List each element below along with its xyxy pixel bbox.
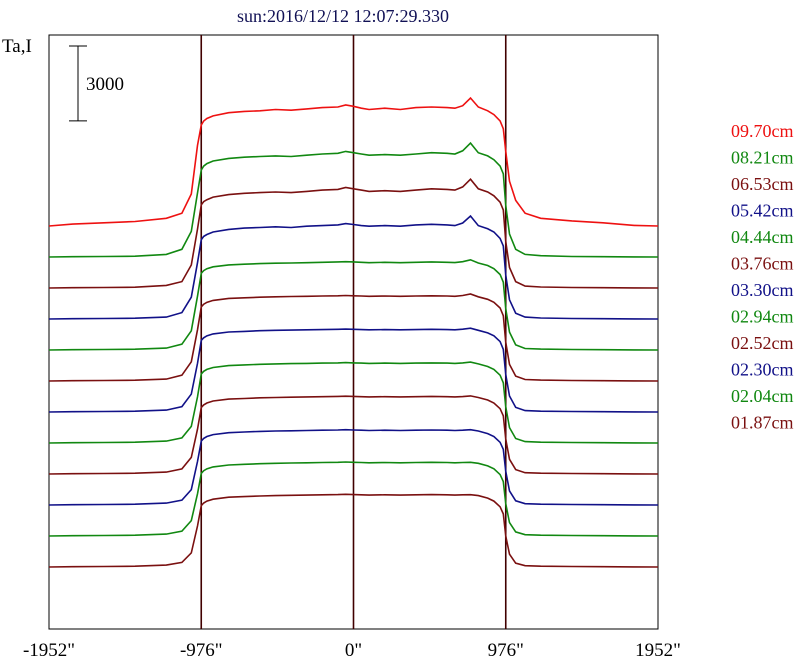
x-tick-label: 1952" — [635, 640, 681, 661]
series-line-02.04cm — [48, 461, 659, 537]
legend-entry: 02.52cm — [731, 333, 794, 353]
legend-entry: 04.44cm — [731, 227, 794, 247]
scale-bar-label: 3000 — [86, 74, 124, 95]
series-line-03.76cm — [48, 293, 659, 382]
x-tick-label: -976" — [180, 640, 223, 661]
legend-entry: 02.30cm — [731, 360, 794, 380]
series-line-04.44cm — [48, 258, 659, 351]
x-tick-labels: -1952" -976" 0" 976" 1952" — [23, 640, 681, 661]
series-line-02.30cm — [48, 428, 659, 506]
legend-entry: 02.94cm — [731, 307, 794, 327]
series-line-01.87cm — [48, 493, 659, 568]
legend-entry: 09.70cm — [731, 121, 794, 141]
x-tick-label: -1952" — [23, 640, 75, 661]
legend-entry: 01.87cm — [731, 413, 794, 433]
legend: 09.70cm 08.21cm 06.53cm 05.42cm 04.44cm 03.76… — [731, 121, 794, 433]
series-line-05.42cm — [48, 214, 659, 320]
legend-entry: 05.42cm — [731, 201, 794, 221]
chart-title: sun:2016/12/12 12:07:29.330 — [237, 6, 449, 26]
series-line-02.94cm — [48, 361, 659, 444]
legend-entry: 06.53cm — [731, 174, 794, 194]
series-line-08.21cm — [48, 141, 659, 258]
legend-entry: 08.21cm — [731, 148, 794, 168]
legend-entry: 03.76cm — [731, 254, 794, 274]
y-axis-label: Ta,I — [2, 36, 32, 57]
series-lines — [48, 96, 659, 568]
series-line-02.52cm — [48, 395, 659, 475]
legend-entry: 02.04cm — [731, 386, 794, 406]
legend-entry: 03.30cm — [731, 280, 794, 300]
series-line-06.53cm — [48, 178, 659, 289]
scale-bar: 3000 — [69, 45, 124, 122]
x-tick-label: 0" — [345, 640, 362, 661]
series-line-09.70cm — [48, 96, 659, 227]
series-line-03.30cm — [48, 327, 659, 413]
x-tick-label: 976" — [488, 640, 524, 661]
